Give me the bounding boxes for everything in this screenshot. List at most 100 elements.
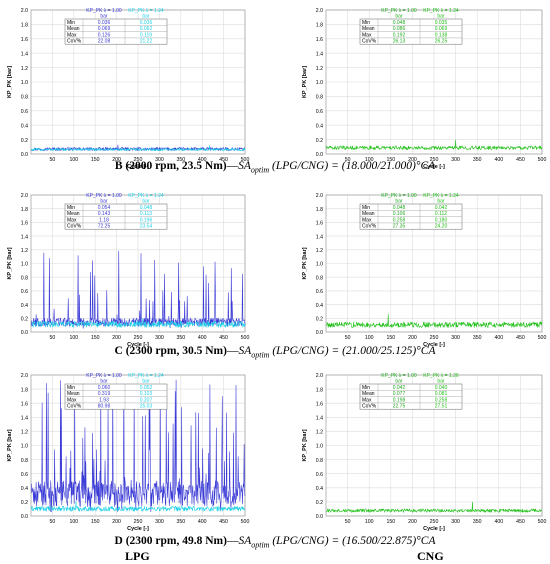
y-tick-label: 2.0 bbox=[21, 8, 28, 14]
y-tick-label: 1.0 bbox=[316, 444, 323, 450]
stats-value: 22.08 bbox=[98, 39, 111, 45]
stats-value: 27.35 bbox=[393, 224, 406, 230]
y-tick-label: 1.4 bbox=[316, 234, 323, 240]
stats-row-label: CoV% bbox=[362, 224, 377, 230]
y-axis-label: KP_PK [bar] bbox=[302, 247, 308, 279]
y-axis-label: KP_PK [bar] bbox=[302, 66, 308, 98]
y-tick-label: 0.8 bbox=[316, 458, 323, 464]
y-tick-label: 0.4 bbox=[316, 303, 323, 309]
y-tick-label: 1.2 bbox=[316, 66, 323, 72]
stats-value: 0.180 bbox=[435, 217, 448, 223]
stats-value: 0.086 bbox=[393, 26, 406, 32]
stats-value: 0.113 bbox=[140, 211, 152, 217]
x-tick-label: 500 bbox=[538, 335, 547, 341]
y-tick-label: 2.0 bbox=[316, 373, 323, 379]
y-tick-label: 0.4 bbox=[21, 486, 28, 492]
stats-value: 0.077 bbox=[393, 391, 406, 397]
x-tick-label: 100 bbox=[69, 157, 78, 163]
x-tick-label: 400 bbox=[494, 157, 503, 163]
stats-value: 0.103 bbox=[140, 391, 153, 397]
x-tick-label: 400 bbox=[494, 335, 503, 341]
stats-value: 0.196 bbox=[140, 217, 153, 223]
stats-value: 72.25 bbox=[98, 224, 111, 230]
plot-frame bbox=[325, 194, 543, 333]
legend-unit: bar bbox=[142, 14, 150, 20]
chart-panel-c-cng: 0.0 0.2 0.4 0.6 0.8 1.0 1.2 1.4 1.6 1.8 2.0 50 100 15… bbox=[302, 193, 546, 348]
x-tick-label: 50 bbox=[345, 157, 351, 163]
x-tick-label: 200 bbox=[112, 519, 121, 525]
stats-row-label: Max bbox=[67, 32, 77, 38]
stats-row-label: Mean bbox=[67, 26, 80, 32]
y-axis-label: KP_PK [bar] bbox=[7, 247, 13, 279]
y-tick-label: 0.6 bbox=[21, 289, 28, 295]
stats-value: 80.98 bbox=[98, 404, 111, 410]
x-tick-label: 500 bbox=[538, 157, 547, 163]
y-tick-label: 1.0 bbox=[21, 262, 28, 268]
y-tick-label: 1.0 bbox=[21, 444, 28, 450]
series-line bbox=[31, 318, 246, 328]
y-tick-label: 1.6 bbox=[316, 401, 323, 407]
legend-unit: bar bbox=[395, 379, 403, 385]
stats-value: 0.319 bbox=[98, 391, 111, 397]
y-tick-label: 0.6 bbox=[316, 472, 323, 478]
x-tick-label: 150 bbox=[386, 519, 395, 525]
legend-title: KP_PK λ = 1.24 bbox=[423, 8, 459, 14]
chart-panel-b-lpg: 0.0 0.2 0.4 0.6 0.8 1.0 1.2 1.4 1.6 1.8 2.0 50 100 15… bbox=[7, 8, 249, 170]
y-tick-label: 1.0 bbox=[21, 80, 28, 86]
x-tick-label: 250 bbox=[430, 335, 439, 341]
x-tick-label: 400 bbox=[494, 519, 503, 525]
x-axis-label: Cycle [-] bbox=[423, 164, 445, 170]
y-tick-label: 0.4 bbox=[21, 303, 28, 309]
stats-value: 22.75 bbox=[393, 404, 406, 410]
y-tick-label: 1.4 bbox=[21, 234, 28, 240]
stats-value: 0.192 bbox=[393, 32, 406, 38]
y-tick-label: 1.6 bbox=[316, 221, 323, 227]
y-tick-label: 1.6 bbox=[21, 401, 28, 407]
y-axis-label: KP_PK [bar] bbox=[7, 66, 13, 98]
series-line bbox=[31, 379, 246, 513]
x-tick-label: 250 bbox=[430, 157, 439, 163]
stats-row-label: Min bbox=[67, 205, 75, 211]
x-tick-label: 300 bbox=[451, 335, 460, 341]
series-line bbox=[31, 501, 246, 512]
stats-value: 0.069 bbox=[435, 26, 448, 32]
legend-title: KP_PK λ = 1.00 bbox=[381, 373, 417, 379]
y-axis-label: KP_PK [bar] bbox=[302, 429, 308, 461]
legend-unit: bar bbox=[437, 199, 445, 205]
x-tick-label: 400 bbox=[198, 519, 207, 525]
x-tick-label: 350 bbox=[473, 335, 482, 341]
x-tick-label: 450 bbox=[219, 519, 228, 525]
x-tick-label: 200 bbox=[112, 335, 121, 341]
stats-value: 0.081 bbox=[435, 391, 448, 397]
x-tick-label: 150 bbox=[386, 157, 395, 163]
x-tick-label: 350 bbox=[176, 157, 185, 163]
x-tick-label: 350 bbox=[473, 157, 482, 163]
x-tick-label: 300 bbox=[155, 157, 164, 163]
stats-value: 0.042 bbox=[435, 205, 448, 211]
y-tick-label: 1.8 bbox=[316, 387, 323, 393]
x-tick-label: 300 bbox=[155, 335, 164, 341]
y-tick-label: 0.2 bbox=[21, 500, 28, 506]
stats-row-label: Max bbox=[362, 32, 372, 38]
x-tick-label: 400 bbox=[198, 157, 207, 163]
legend-unit: bar bbox=[437, 14, 445, 20]
y-tick-label: 1.8 bbox=[316, 207, 323, 213]
x-tick-label: 500 bbox=[241, 157, 250, 163]
footer-lpg-label: LPG bbox=[125, 549, 150, 563]
stats-value: 0.143 bbox=[98, 211, 111, 217]
x-tick-label: 350 bbox=[473, 519, 482, 525]
legend-title: KP_PK λ = 1.24 bbox=[423, 193, 459, 199]
x-tick-label: 250 bbox=[134, 157, 143, 163]
y-tick-label: 1.8 bbox=[21, 207, 28, 213]
stats-value: 0.048 bbox=[140, 205, 153, 211]
y-tick-label: 0.6 bbox=[21, 472, 28, 478]
y-tick-label: 0.4 bbox=[21, 123, 28, 129]
y-tick-label: 1.4 bbox=[21, 416, 28, 422]
series-line bbox=[31, 145, 246, 152]
stats-value: 24.20 bbox=[435, 224, 448, 230]
footer-cng-label: CNG bbox=[417, 549, 444, 563]
stats-row-label: Mean bbox=[362, 391, 375, 397]
y-tick-label: 1.6 bbox=[21, 37, 28, 43]
x-tick-label: 250 bbox=[134, 519, 143, 525]
stats-value: 0.054 bbox=[98, 205, 111, 211]
